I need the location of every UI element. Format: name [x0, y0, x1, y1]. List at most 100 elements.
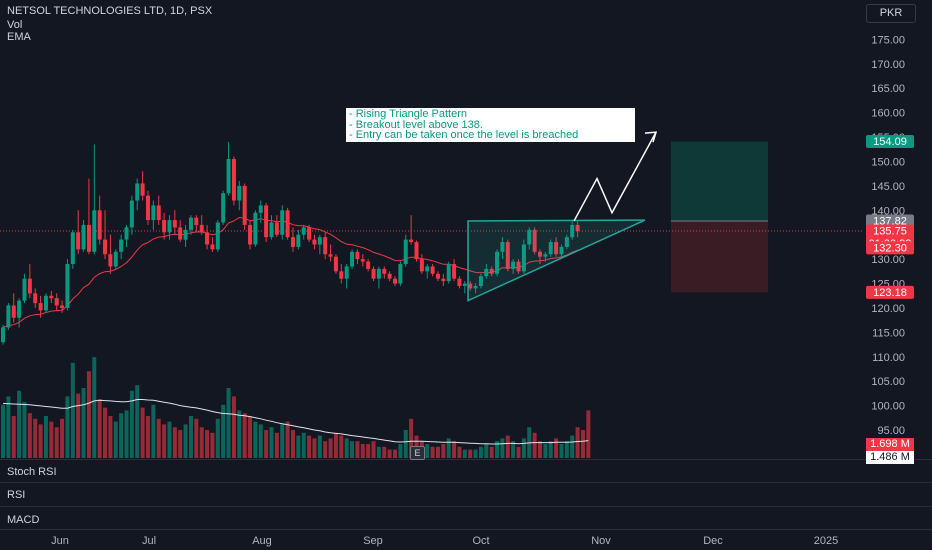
- candle-body: [221, 193, 226, 223]
- y-tick-label: 140.00: [871, 205, 905, 217]
- candle-body: [371, 268, 376, 279]
- candle: [441, 273, 446, 286]
- candle: [156, 195, 161, 225]
- pane-stoch-rsi[interactable]: Stoch RSI: [7, 466, 57, 478]
- volume-bar: [167, 421, 172, 458]
- volume-bar: [92, 357, 97, 458]
- currency-button[interactable]: PKR: [866, 4, 916, 23]
- price-tag: 123.18: [866, 285, 914, 299]
- volume-bar: [124, 410, 129, 458]
- volume-tag: 1.698 M: [866, 438, 914, 451]
- volume-bar: [382, 446, 387, 458]
- candle-body: [441, 278, 446, 282]
- candle-body: [462, 283, 467, 286]
- candle: [376, 266, 381, 289]
- projection-path: [573, 131, 657, 222]
- candle: [548, 239, 553, 257]
- candle-body: [43, 295, 48, 311]
- candle-body: [500, 242, 505, 252]
- y-tick-label: 100.00: [871, 401, 905, 413]
- candle: [264, 202, 269, 243]
- candle: [38, 295, 43, 318]
- candle-body: [473, 285, 478, 289]
- candle-body: [49, 295, 54, 299]
- pane-macd[interactable]: MACD: [7, 514, 40, 526]
- volume-bar: [559, 444, 564, 458]
- candle: [360, 254, 365, 267]
- candle: [543, 251, 548, 262]
- candle: [398, 261, 403, 286]
- pane-rsi[interactable]: RSI: [7, 489, 26, 501]
- candle-body: [97, 210, 102, 240]
- volume-bar: [242, 413, 247, 458]
- candle-body: [70, 232, 75, 265]
- volume-bar: [328, 438, 333, 458]
- price-tag-bg: [866, 214, 914, 228]
- candle: [11, 293, 16, 323]
- candle: [65, 259, 70, 311]
- candle: [86, 178, 91, 255]
- volume-bar: [344, 438, 349, 458]
- candle-body: [376, 268, 381, 279]
- candle: [226, 141, 231, 196]
- price-tag: 132.30: [866, 241, 914, 255]
- candle: [570, 221, 575, 240]
- candle: [554, 237, 559, 257]
- volume-bar: [248, 416, 253, 458]
- candle: [221, 190, 226, 225]
- candle-body: [344, 266, 349, 279]
- candle: [559, 244, 564, 257]
- candle-body: [237, 185, 242, 201]
- volume-legend[interactable]: Vol: [7, 19, 23, 31]
- volume-bar: [54, 427, 59, 458]
- volume-bar: [452, 441, 457, 458]
- volume-bar: [511, 441, 516, 458]
- candle: [414, 240, 419, 262]
- candle-body: [516, 261, 521, 272]
- earnings-event-badge[interactable]: E: [410, 446, 425, 460]
- volume-bar: [70, 362, 75, 458]
- candle: [162, 212, 167, 240]
- y-tick-label: 165.00: [871, 83, 905, 95]
- candle-body: [435, 273, 440, 279]
- symbol-title: NETSOL TECHNOLOGIES LTD, 1D, PSX: [7, 5, 213, 17]
- candle: [452, 259, 457, 282]
- candle: [478, 273, 483, 289]
- candle: [17, 298, 22, 328]
- candle: [328, 244, 333, 262]
- x-tick-label: Jul: [142, 535, 156, 547]
- candle: [511, 259, 516, 274]
- candle-body: [92, 210, 97, 252]
- ema-legend[interactable]: EMA: [7, 31, 31, 43]
- candle: [527, 227, 532, 250]
- candle: [344, 264, 349, 289]
- candle: [33, 288, 38, 308]
- candle-body: [108, 254, 113, 267]
- candle-body: [242, 185, 247, 225]
- candle-body: [103, 239, 108, 255]
- y-tick-label: 115.00: [872, 327, 905, 339]
- candle-body: [129, 200, 134, 228]
- candle-body: [350, 251, 355, 267]
- volume-bar: [489, 446, 494, 458]
- candle: [290, 227, 295, 252]
- volume-bar: [33, 418, 38, 458]
- volume-bar: [226, 388, 231, 458]
- volume-bar: [484, 444, 489, 458]
- candle: [435, 271, 440, 282]
- candle: [269, 215, 274, 240]
- price-tag-label: 154.09: [873, 136, 907, 148]
- candle-body: [290, 237, 295, 247]
- candle-body: [543, 254, 548, 257]
- candle-body: [199, 224, 204, 233]
- volume-bar: [435, 446, 440, 458]
- volume-bar: [269, 427, 274, 458]
- y-tick-label: 160.00: [871, 108, 905, 120]
- candle-body: [280, 210, 285, 235]
- stop-zone: [671, 220, 768, 293]
- annotation-note[interactable]: - Rising Triangle Pattern - Breakout lev…: [346, 108, 635, 142]
- volume-bar: [215, 418, 220, 458]
- candle-body: [339, 271, 344, 279]
- volume-bar: [360, 444, 365, 458]
